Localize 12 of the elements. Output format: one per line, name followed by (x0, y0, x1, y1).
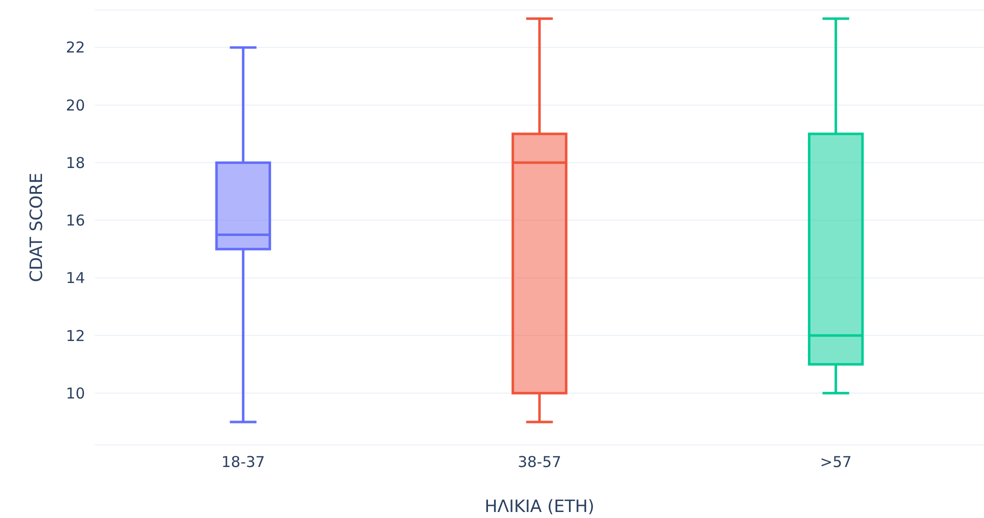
y-tick-label: 16 (66, 212, 85, 230)
x-tick-label: 18-37 (221, 453, 265, 471)
x-tick-label: 38-57 (518, 453, 562, 471)
x-tick-label: >57 (820, 453, 852, 471)
y-tick-label: 22 (66, 38, 85, 57)
y-tick-label: 18 (66, 154, 85, 172)
y-axis-title: CDAT SCORE (27, 172, 47, 282)
x-axis-title: ΗΛΙΚΙΑ (ΕΤΗ) (484, 497, 594, 517)
y-tick-label: 20 (66, 96, 85, 114)
y-tick-label: 12 (66, 326, 85, 345)
y-tick-label: 14 (66, 269, 85, 288)
y-tick-label: 10 (66, 384, 85, 402)
